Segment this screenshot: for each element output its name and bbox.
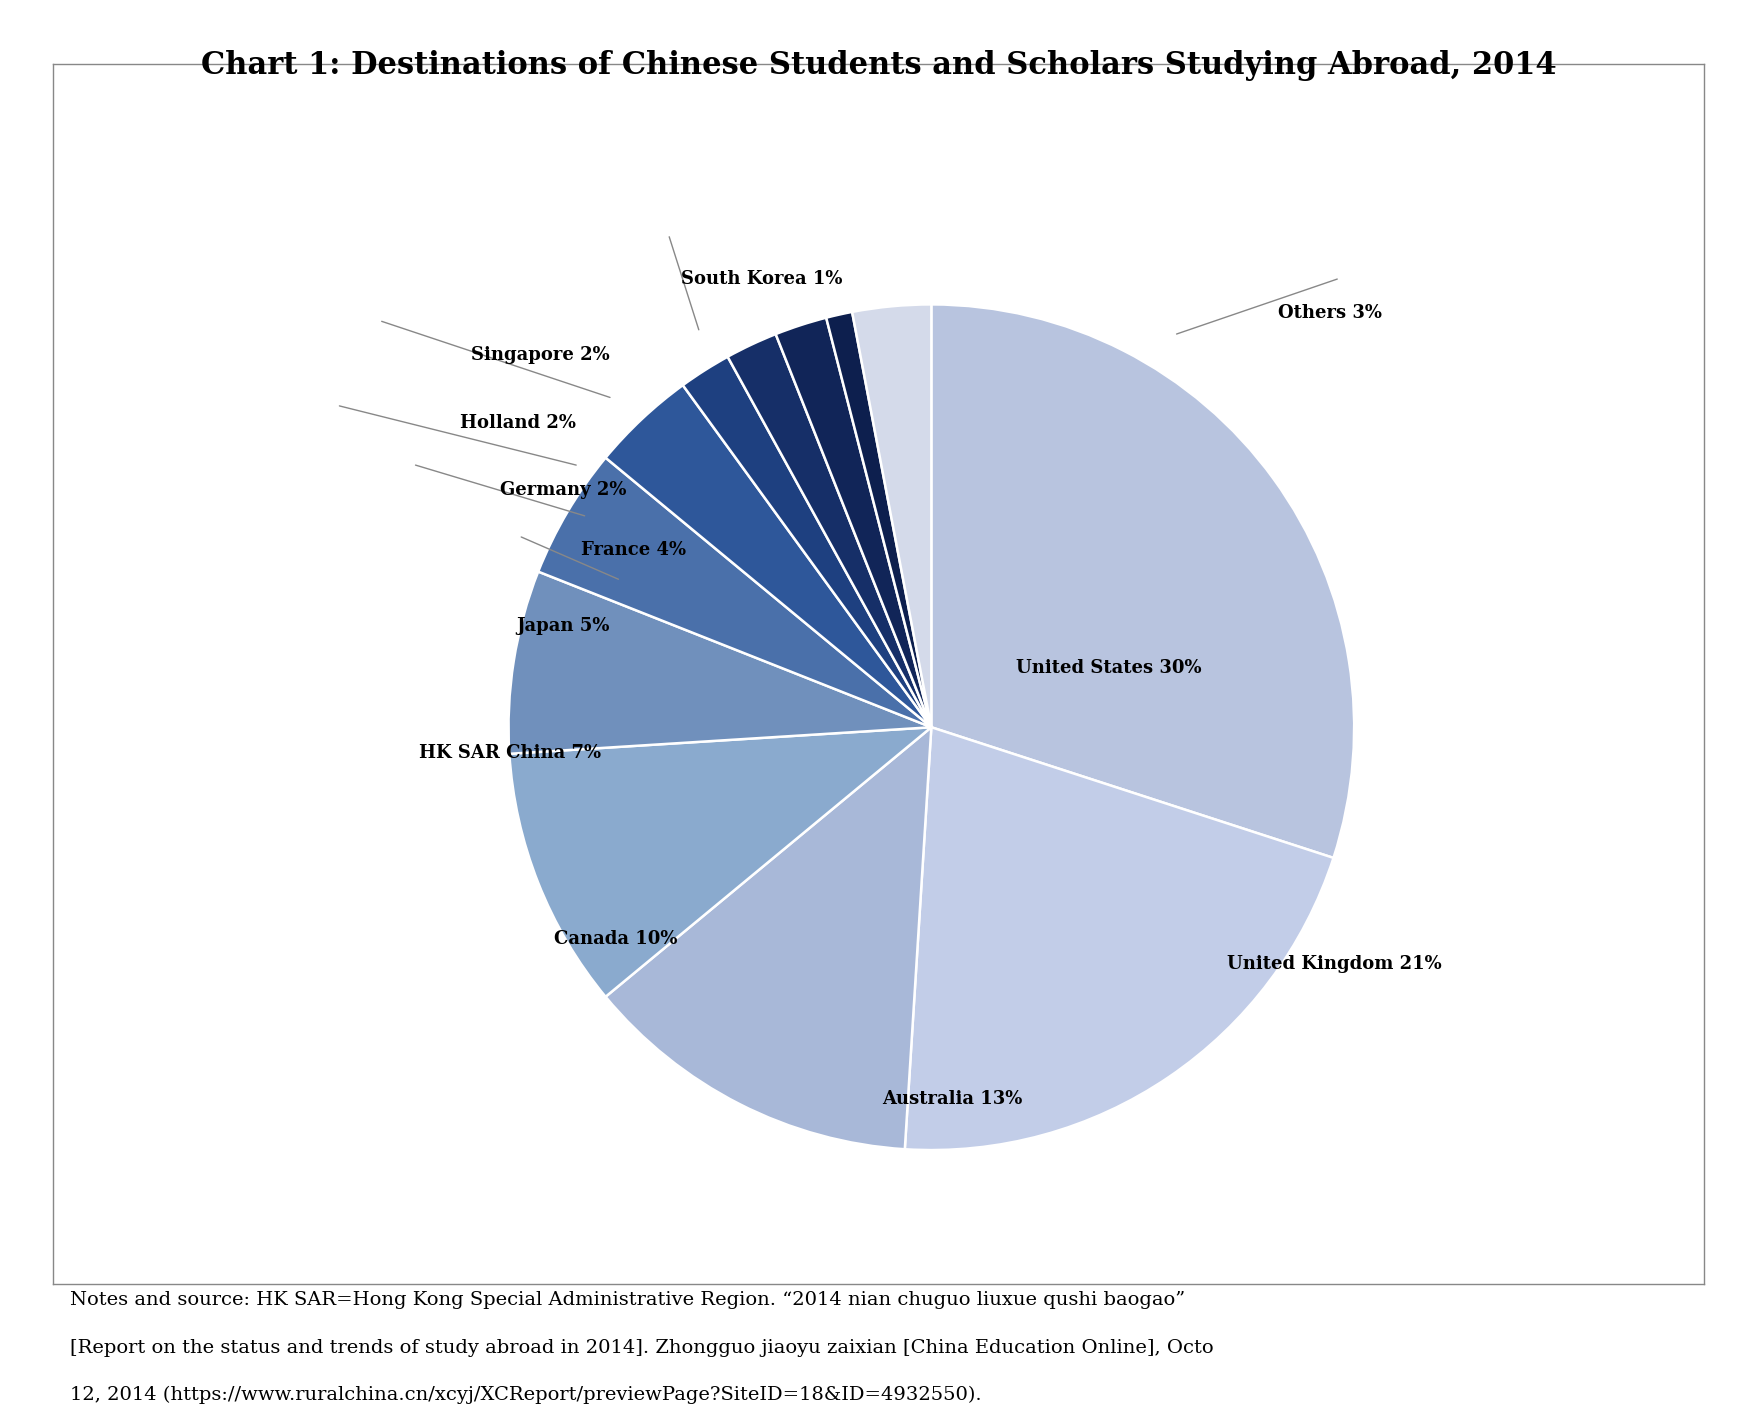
Wedge shape xyxy=(727,334,931,728)
Wedge shape xyxy=(606,728,931,1149)
Wedge shape xyxy=(931,304,1355,858)
Wedge shape xyxy=(538,458,931,728)
Text: Singapore 2%: Singapore 2% xyxy=(471,347,610,364)
Text: HK SAR China 7%: HK SAR China 7% xyxy=(420,743,601,762)
Text: Others 3%: Others 3% xyxy=(1277,304,1383,323)
Wedge shape xyxy=(683,357,931,728)
Text: Japan 5%: Japan 5% xyxy=(517,616,610,635)
Text: United States 30%: United States 30% xyxy=(1016,659,1202,676)
Text: Australia 13%: Australia 13% xyxy=(882,1090,1023,1109)
Wedge shape xyxy=(826,313,931,728)
Wedge shape xyxy=(510,728,931,996)
Wedge shape xyxy=(852,304,931,728)
Text: Holland 2%: Holland 2% xyxy=(460,414,576,432)
Text: Chart 1: Destinations of Chinese Students and Scholars Studying Abroad, 2014: Chart 1: Destinations of Chinese Student… xyxy=(200,50,1557,81)
Text: Notes and source: HK SAR=Hong Kong Special Administrative Region. “2014 nian chu: Notes and source: HK SAR=Hong Kong Speci… xyxy=(70,1291,1186,1310)
Text: Canada 10%: Canada 10% xyxy=(553,929,678,948)
Wedge shape xyxy=(508,572,931,753)
Text: South Korea 1%: South Korea 1% xyxy=(682,270,843,288)
Wedge shape xyxy=(905,728,1334,1150)
Wedge shape xyxy=(606,385,931,728)
Text: United Kingdom 21%: United Kingdom 21% xyxy=(1228,955,1442,973)
Text: [Report on the status and trends of study abroad in 2014]. Zhongguo jiaoyu zaixi: [Report on the status and trends of stud… xyxy=(70,1339,1214,1357)
Text: 12, 2014 (https://www.ruralchina.cn/xcyj/XCReport/previewPage?SiteID=18&ID=49325: 12, 2014 (https://www.ruralchina.cn/xcyj… xyxy=(70,1386,982,1404)
Text: France 4%: France 4% xyxy=(582,541,687,558)
Wedge shape xyxy=(775,318,931,728)
Text: Germany 2%: Germany 2% xyxy=(501,481,627,499)
